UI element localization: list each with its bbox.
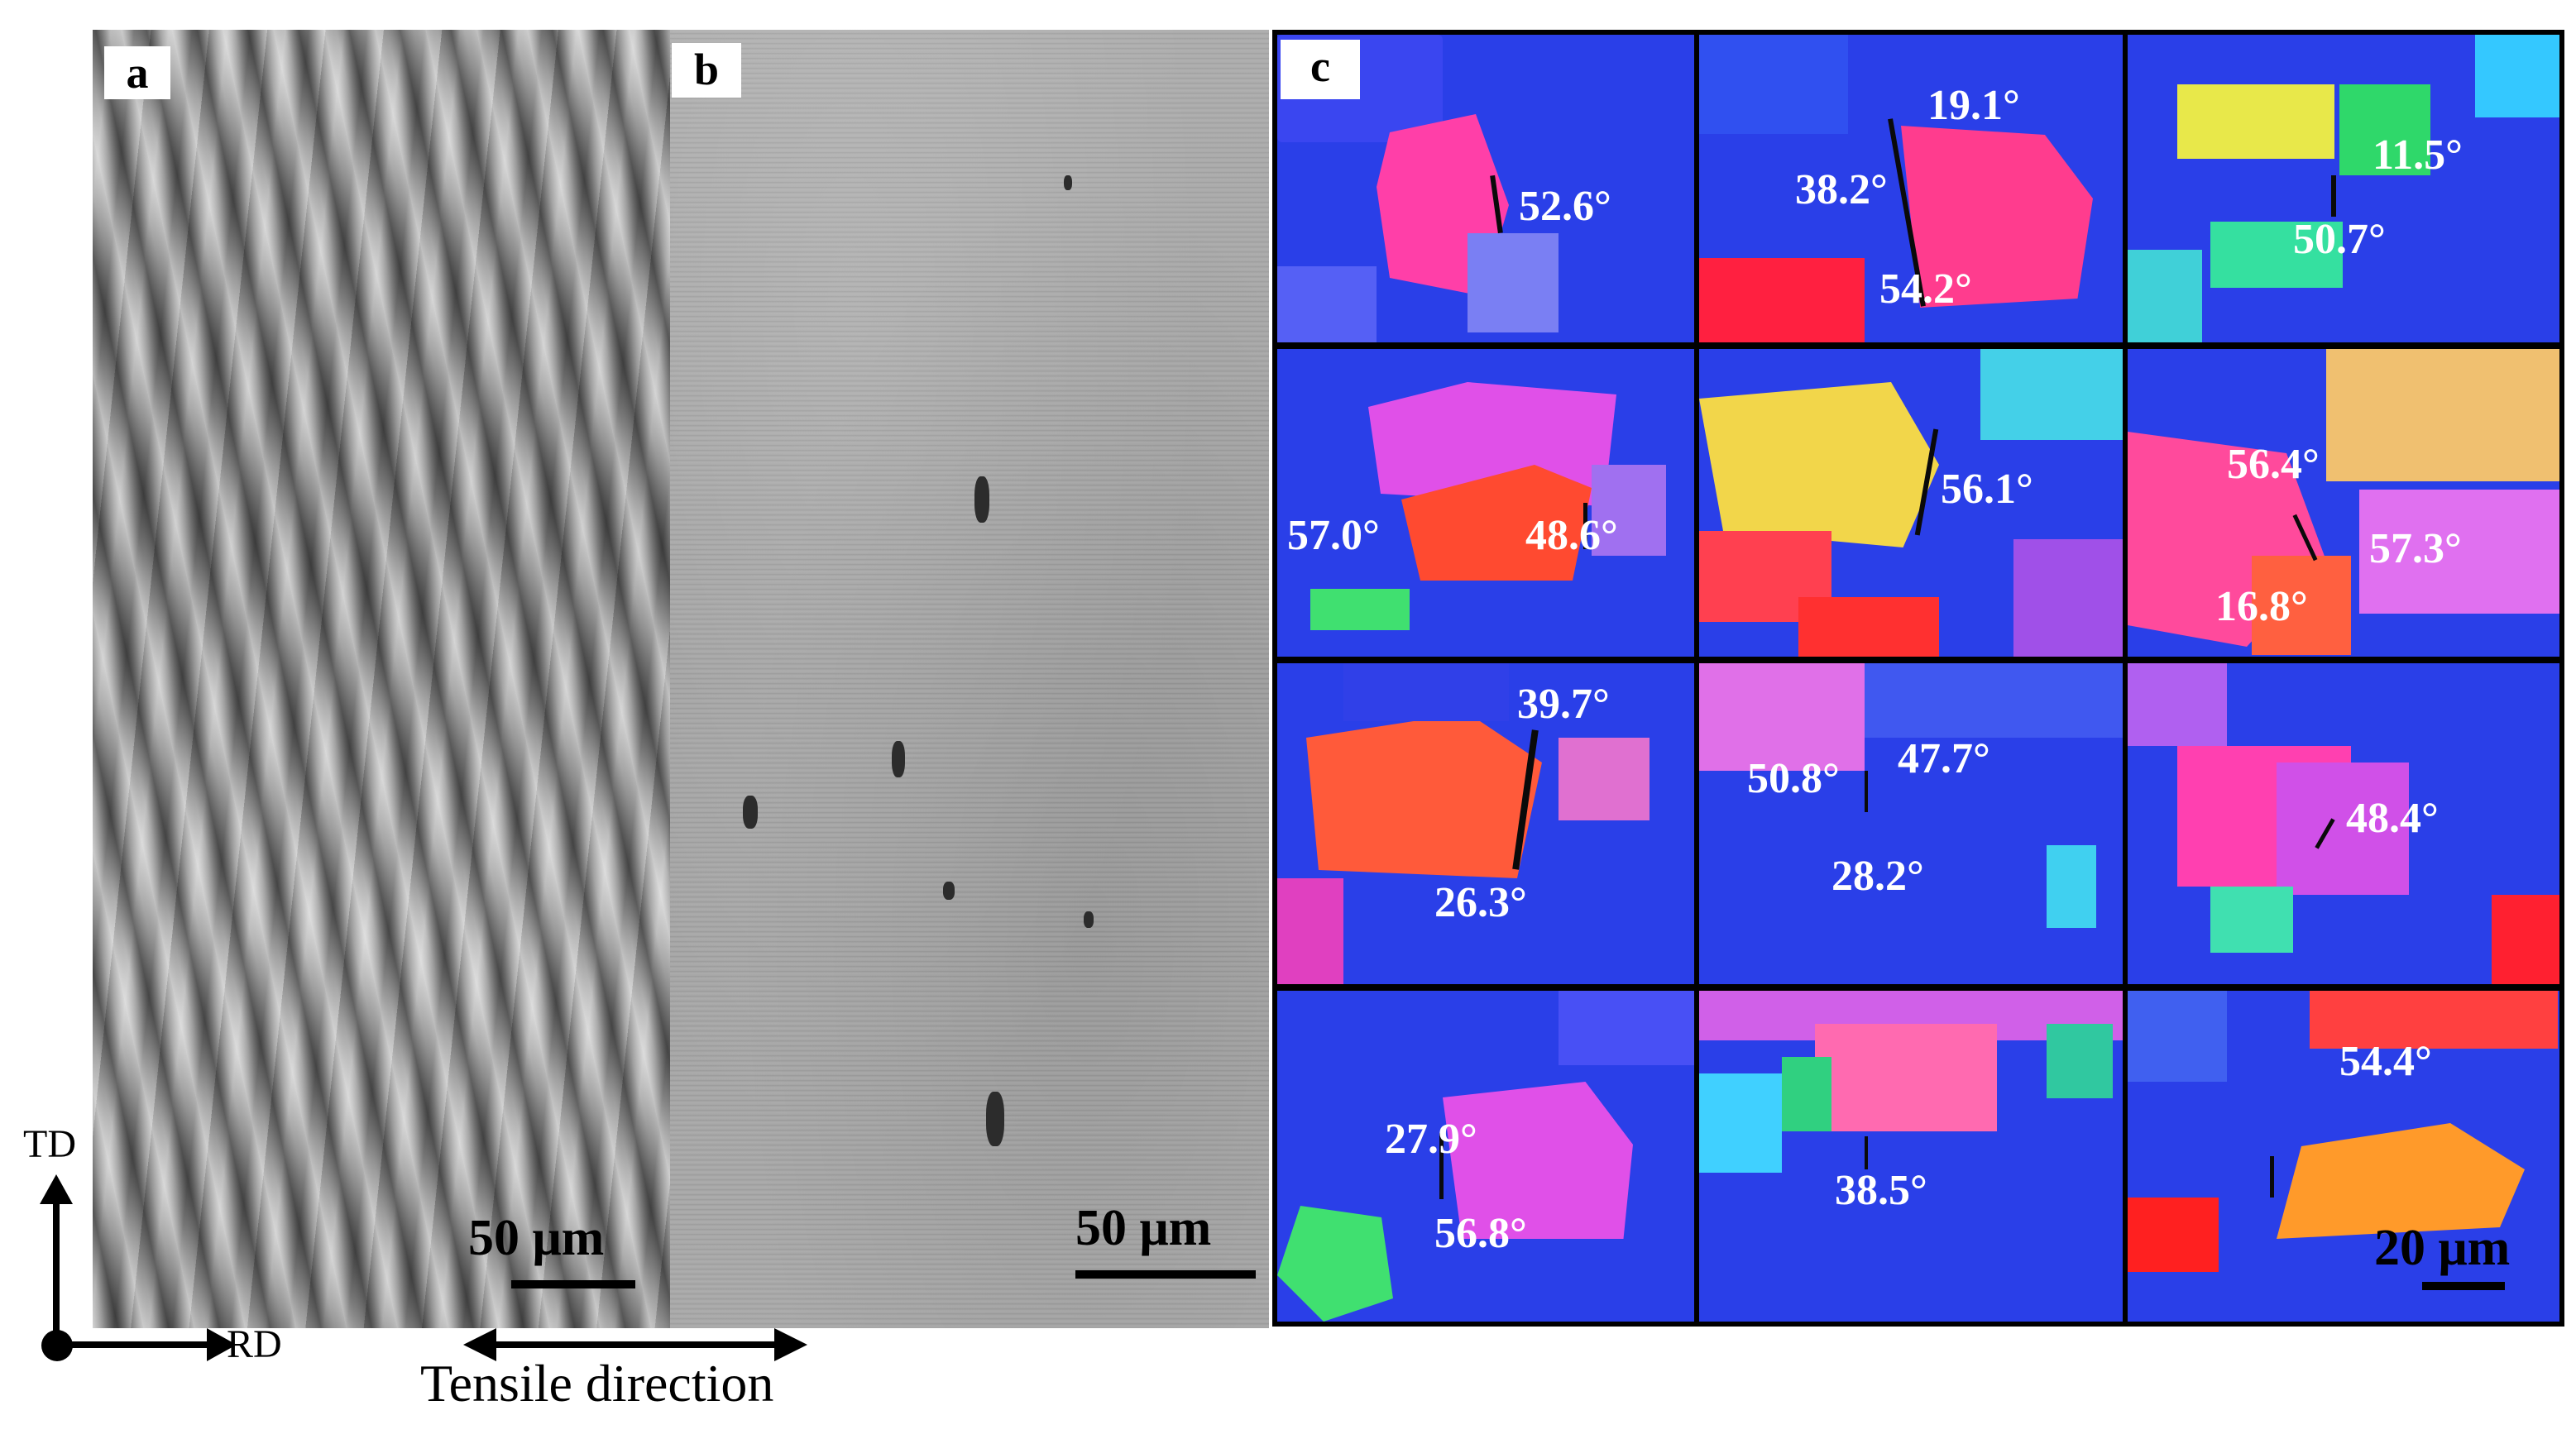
misorientation-angle-label: 38.2° bbox=[1795, 166, 1888, 213]
rd-axis-label: RD bbox=[227, 1322, 282, 1366]
misorientation-angle-label: 19.1° bbox=[1927, 82, 2020, 129]
tensile-arrow-right-icon bbox=[774, 1328, 807, 1361]
scale-label-a: 50 μm bbox=[468, 1210, 605, 1266]
misorientation-angle-label: 57.0° bbox=[1287, 512, 1380, 559]
ebsd-tile-3: 11.5° 50.7° bbox=[2128, 35, 2559, 342]
scale-label-c: 20 μm bbox=[2374, 1220, 2511, 1276]
ebsd-tile-2: 19.1° 38.2° 54.2° bbox=[1699, 35, 2123, 342]
ebsd-tile-1: 52.6° bbox=[1277, 35, 1694, 342]
misorientation-angle-label: 27.9° bbox=[1385, 1116, 1477, 1163]
ebsd-tile-6: 56.4° 57.3° 16.8° bbox=[2128, 349, 2559, 657]
misorientation-angle-label: 54.2° bbox=[1879, 265, 1972, 313]
ebsd-tile-10: 27.9° 56.8° bbox=[1277, 991, 1694, 1322]
scale-bar-a bbox=[511, 1280, 635, 1288]
tensile-arrow-line bbox=[495, 1341, 776, 1348]
misorientation-angle-label: 50.8° bbox=[1747, 755, 1840, 802]
misorientation-angle-label: 48.6° bbox=[1525, 512, 1618, 559]
ebsd-tile-7: 39.7° 26.3° bbox=[1277, 663, 1694, 984]
panel-letter-c: c bbox=[1281, 40, 1360, 99]
scale-bar-c bbox=[2422, 1282, 2505, 1290]
tensile-direction-label: Tensile direction bbox=[420, 1354, 774, 1413]
sem-image-panel-b bbox=[670, 30, 1269, 1328]
rd-axis-line bbox=[53, 1341, 210, 1348]
ebsd-tile-9: 48.4° bbox=[2128, 663, 2559, 984]
scale-bar-b bbox=[1075, 1270, 1256, 1279]
td-axis-label: TD bbox=[23, 1122, 76, 1166]
misorientation-angle-label: 56.4° bbox=[2227, 441, 2320, 488]
panel-letter-a: a bbox=[104, 46, 170, 99]
misorientation-angle-label: 11.5° bbox=[2373, 131, 2463, 179]
rd-arrow-icon bbox=[207, 1328, 237, 1361]
misorientation-angle-label: 56.1° bbox=[1941, 466, 2033, 513]
ebsd-tile-11: 38.5° bbox=[1699, 991, 2123, 1322]
misorientation-angle-label: 26.3° bbox=[1434, 879, 1527, 926]
ebsd-tile-12: 54.4° bbox=[2128, 991, 2559, 1322]
ebsd-grid-panel-c: 52.6° 19.1° 38.2° 54.2° 11.5° 50.7° 57.0… bbox=[1272, 30, 2564, 1327]
td-axis-line bbox=[53, 1199, 60, 1348]
misorientation-angle-label: 56.8° bbox=[1434, 1210, 1527, 1257]
misorientation-angle-label: 39.7° bbox=[1517, 681, 1610, 728]
sem-image-panel-a bbox=[93, 30, 670, 1328]
misorientation-angle-label: 28.2° bbox=[1831, 853, 1924, 900]
panel-letter-b: b bbox=[672, 43, 741, 98]
tensile-arrow-left-icon bbox=[463, 1328, 496, 1361]
ebsd-tile-8: 50.8° 47.7° 28.2° bbox=[1699, 663, 2123, 984]
misorientation-angle-label: 48.4° bbox=[2346, 795, 2439, 842]
misorientation-angle-label: 50.7° bbox=[2293, 216, 2386, 263]
misorientation-angle-label: 52.6° bbox=[1519, 183, 1611, 230]
misorientation-angle-label: 16.8° bbox=[2215, 583, 2308, 630]
ebsd-tile-4: 57.0° 48.6° bbox=[1277, 349, 1694, 657]
axis-origin-dot bbox=[41, 1330, 73, 1361]
ebsd-tile-5: 56.1° bbox=[1699, 349, 2123, 657]
misorientation-angle-label: 47.7° bbox=[1898, 735, 1990, 782]
misorientation-angle-label: 38.5° bbox=[1835, 1167, 1927, 1214]
misorientation-angle-label: 54.4° bbox=[2339, 1038, 2432, 1085]
scale-label-b: 50 μm bbox=[1075, 1200, 1212, 1256]
misorientation-angle-label: 57.3° bbox=[2369, 525, 2462, 572]
td-arrow-icon bbox=[40, 1174, 73, 1204]
